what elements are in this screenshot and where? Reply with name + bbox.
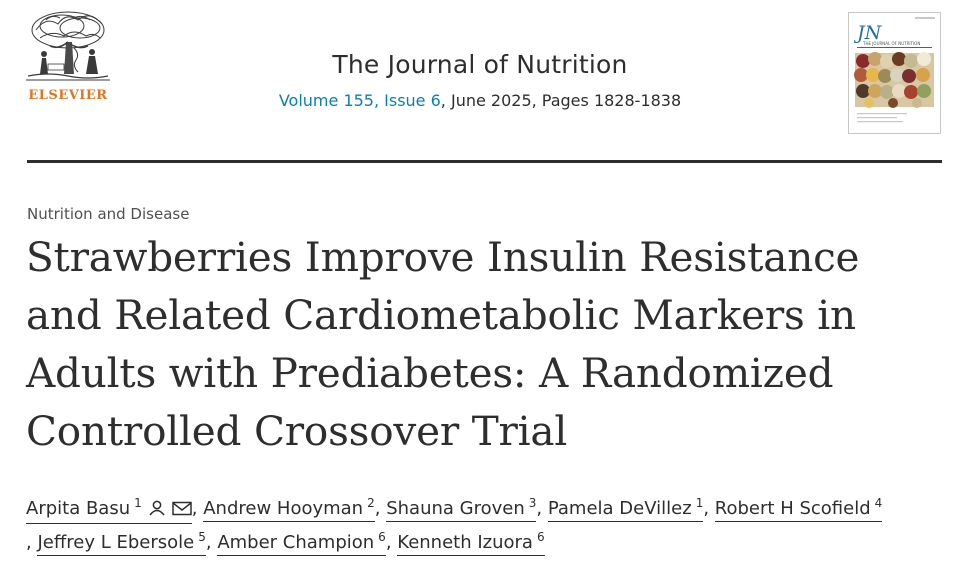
person-icon [148,499,166,523]
author-link[interactable]: Pamela DeVillez 1 [547,496,704,522]
issue-link[interactable]: Volume 155, Issue 6 [278,91,441,110]
author-name: Pamela DeVillez [547,498,692,519]
issue-details: , June 2025, Pages 1828-1838 [440,91,682,110]
author-link[interactable]: Kenneth Izuora 6 [397,530,545,556]
author-affiliation: 1 [134,496,142,510]
author-affiliation: 5 [198,530,206,544]
author-name: Shauna Groven [386,498,525,519]
author-separator: , [536,498,543,519]
author-list: Arpita Basu 1, Andrew Hooyman 2, Shauna Gr… [26,492,946,560]
cover-initials: JN [853,22,883,44]
author-link[interactable]: Shauna Groven 3 [386,496,537,522]
journal-info: The Journal of Nutrition Volume 155, Iss… [200,50,760,110]
author-affiliation: 4 [874,496,883,510]
journal-citation: Volume 155, Issue 6, June 2025, Pages 18… [200,91,760,110]
author-separator: , [385,532,392,553]
author-link[interactable]: Robert H Scofield 4 [714,496,883,522]
elsevier-tree-icon [26,11,110,81]
article-section-label: Nutrition and Disease [27,205,190,223]
journal-title-link[interactable]: The Journal of Nutrition [332,50,628,79]
author-affiliation: 6 [378,530,386,544]
author-separator: , [191,498,198,519]
journal-cover-image: JN THE JOURNAL OF NUTRITION [849,13,940,133]
author-affiliation: 3 [528,496,537,510]
author-name: Kenneth Izuora [397,532,533,553]
author-separator: , [374,498,381,519]
author-affiliation: 1 [695,496,704,510]
journal-header: ELSEVIER The Journal of Nutrition Volume… [0,0,960,163]
author-separator: , [26,532,32,553]
envelope-icon [172,499,192,523]
cover-subtitle: THE JOURNAL OF NUTRITION [862,41,920,46]
author-separator: , [205,532,212,553]
journal-cover-thumbnail[interactable]: JN THE JOURNAL OF NUTRITION [848,12,941,134]
author-name: Jeffrey L Ebersole [37,532,195,553]
author-link[interactable]: Jeffrey L Ebersole 5 [37,530,206,556]
header-divider [27,160,942,163]
author-link[interactable]: Andrew Hooyman 2 [203,497,375,522]
author-name: Robert H Scofield [714,498,871,519]
publisher-logo-link[interactable]: ELSEVIER [22,8,114,108]
author-link[interactable]: Amber Champion 6 [217,531,386,556]
article-title: Strawberries Improve Insulin Resistance … [26,233,860,455]
author-name: Arpita Basu [26,498,131,519]
author-name: Andrew Hooyman [203,498,364,519]
author-link[interactable]: Arpita Basu 1 [26,497,192,524]
author-affiliation: 2 [367,496,375,510]
author-affiliation: 6 [536,530,545,544]
author-name: Amber Champion [217,532,375,553]
author-separator: , [703,498,710,519]
publisher-name: ELSEVIER [28,88,108,103]
